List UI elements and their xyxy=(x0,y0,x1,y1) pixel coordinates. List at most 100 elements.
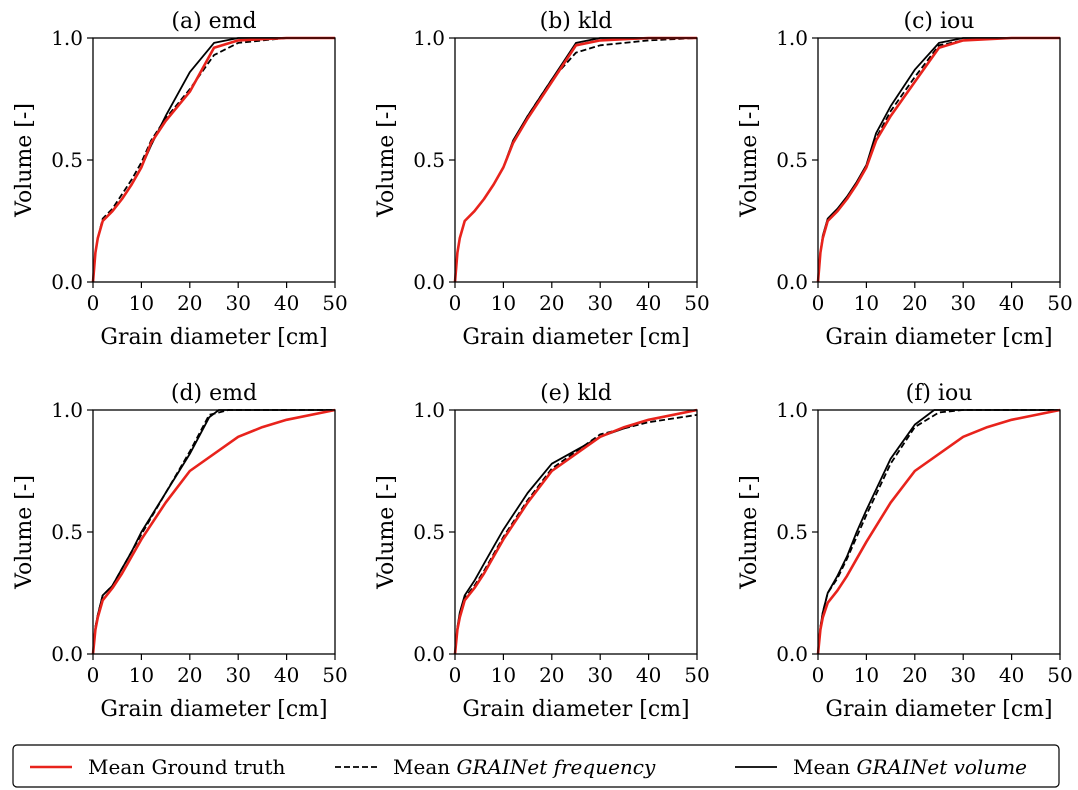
subplot-title: (a) emd xyxy=(171,9,256,34)
series-line-freq xyxy=(454,37,698,283)
x-tick-label: 0 xyxy=(812,663,825,687)
x-tick-label: 30 xyxy=(225,291,250,315)
y-axis-label: Volume [-] xyxy=(737,103,762,218)
y-tick-label: 0.5 xyxy=(776,520,808,544)
series-line-vol xyxy=(817,409,1060,655)
y-tick-label: 0.5 xyxy=(51,520,83,544)
y-axis-label: Volume [-] xyxy=(737,475,762,590)
subplot-5: 0 10 20 30 40 50 0.0 0.5 1.0 (e) kld Grain diamete… xyxy=(374,381,710,722)
series-line-freq xyxy=(92,37,335,283)
series-line-gt xyxy=(816,36,1060,283)
x-tick-label: 0 xyxy=(87,663,100,687)
axes-frame xyxy=(817,409,1061,655)
x-axis-label: Grain diameter [cm] xyxy=(462,325,689,350)
x-tick-label: 10 xyxy=(491,291,516,315)
x-tick-label: 10 xyxy=(491,663,516,687)
subplot-title: (b) kld xyxy=(540,9,613,34)
y-tick-label: 1.0 xyxy=(51,26,83,50)
x-tick-label: 10 xyxy=(129,291,154,315)
x-tick-label: 20 xyxy=(539,663,564,687)
series-line-gt xyxy=(91,408,336,655)
x-tick-label: 40 xyxy=(999,663,1024,687)
subplot-title: (e) kld xyxy=(540,381,612,406)
x-tick-label: 40 xyxy=(999,291,1024,315)
y-tick-label: 0.0 xyxy=(413,642,445,666)
x-tick-label: 30 xyxy=(225,663,250,687)
x-tick-label: 0 xyxy=(812,291,825,315)
axes-frame xyxy=(454,409,698,655)
series-line-vol xyxy=(454,37,697,283)
series-line-freq xyxy=(92,409,335,655)
subplot-title: (c) iou xyxy=(904,9,975,34)
subplot-title: (d) emd xyxy=(171,381,257,406)
x-tick-label: 30 xyxy=(950,291,975,315)
axes-frame xyxy=(454,37,698,283)
x-tick-label: 30 xyxy=(587,663,612,687)
y-tick-label: 1.0 xyxy=(413,26,445,50)
x-tick-label: 40 xyxy=(636,291,661,315)
y-tick-label: 0.5 xyxy=(776,148,808,172)
y-tick-label: 1.0 xyxy=(51,398,83,422)
series-line-gt xyxy=(453,36,697,283)
subplot-2: 0 10 20 30 40 50 0.0 0.5 1.0 (b) kld Grain diamete… xyxy=(374,9,710,350)
subplot-title: (f) iou xyxy=(906,381,973,406)
legend-box xyxy=(12,744,1060,788)
x-tick-label: 20 xyxy=(177,291,202,315)
x-tick-label: 50 xyxy=(322,291,347,315)
x-tick-label: 20 xyxy=(539,291,564,315)
x-axis-label: Grain diameter [cm] xyxy=(100,697,327,722)
legend-label-vol: Mean GRAINet volume xyxy=(793,755,1027,779)
series-line-gt xyxy=(816,408,1061,655)
y-tick-label: 0.0 xyxy=(776,642,808,666)
series-line-freq xyxy=(817,409,1060,655)
y-tick-label: 0.0 xyxy=(413,270,445,294)
subplot-4: 0 10 20 30 40 50 0.0 0.5 1.0 (d) emd Grain diamete… xyxy=(12,381,348,722)
x-tick-label: 50 xyxy=(684,291,709,315)
y-tick-label: 1.0 xyxy=(413,398,445,422)
x-tick-label: 40 xyxy=(274,291,299,315)
axes-frame xyxy=(817,37,1061,283)
y-axis-label: Volume [-] xyxy=(374,475,399,590)
x-tick-label: 40 xyxy=(274,663,299,687)
x-tick-label: 20 xyxy=(902,663,927,687)
x-tick-label: 50 xyxy=(1047,663,1072,687)
series-line-vol xyxy=(454,409,698,655)
series-line-gt xyxy=(453,408,698,655)
series-line-gt xyxy=(91,36,335,283)
x-axis-label: Grain diameter [cm] xyxy=(825,697,1052,722)
subplot-3: 0 10 20 30 40 50 0.0 0.5 1.0 (c) iou Grain diamete… xyxy=(737,9,1073,350)
x-tick-label: 50 xyxy=(684,663,709,687)
y-axis-label: Volume [-] xyxy=(12,103,37,218)
x-tick-label: 50 xyxy=(1047,291,1072,315)
y-tick-label: 1.0 xyxy=(776,398,808,422)
axes-frame xyxy=(92,37,336,283)
series-line-freq xyxy=(454,414,698,655)
y-axis-label: Volume [-] xyxy=(12,475,37,590)
x-tick-label: 50 xyxy=(322,663,347,687)
x-axis-label: Grain diameter [cm] xyxy=(100,325,327,350)
y-tick-label: 1.0 xyxy=(776,26,808,50)
legend-label-gt: Mean Ground truth xyxy=(88,755,285,779)
x-tick-label: 10 xyxy=(854,663,879,687)
x-tick-label: 30 xyxy=(587,291,612,315)
y-tick-label: 0.5 xyxy=(413,520,445,544)
x-tick-label: 40 xyxy=(636,663,661,687)
x-tick-label: 10 xyxy=(129,663,154,687)
series-line-vol xyxy=(92,37,335,283)
legend: Mean Ground truth Mean GRAINet frequency M… xyxy=(12,744,1060,788)
x-axis-label: Grain diameter [cm] xyxy=(825,325,1052,350)
y-tick-label: 0.5 xyxy=(413,148,445,172)
y-tick-label: 0.5 xyxy=(51,148,83,172)
series-line-freq xyxy=(817,37,1060,283)
x-tick-label: 0 xyxy=(449,291,462,315)
subplot-6: 0 10 20 30 40 50 0.0 0.5 1.0 (f) iou Grain diamete… xyxy=(737,381,1073,722)
x-tick-label: 20 xyxy=(177,663,202,687)
legend-label-freq: Mean GRAINet frequency xyxy=(393,755,656,779)
series-line-vol xyxy=(92,409,335,655)
x-axis-label: Grain diameter [cm] xyxy=(462,697,689,722)
x-tick-label: 20 xyxy=(902,291,927,315)
x-tick-label: 30 xyxy=(950,663,975,687)
y-tick-label: 0.0 xyxy=(51,270,83,294)
subplot-1: 0 10 20 30 40 50 0.0 0.5 1.0 (a) emd Grain diamete… xyxy=(12,9,348,350)
